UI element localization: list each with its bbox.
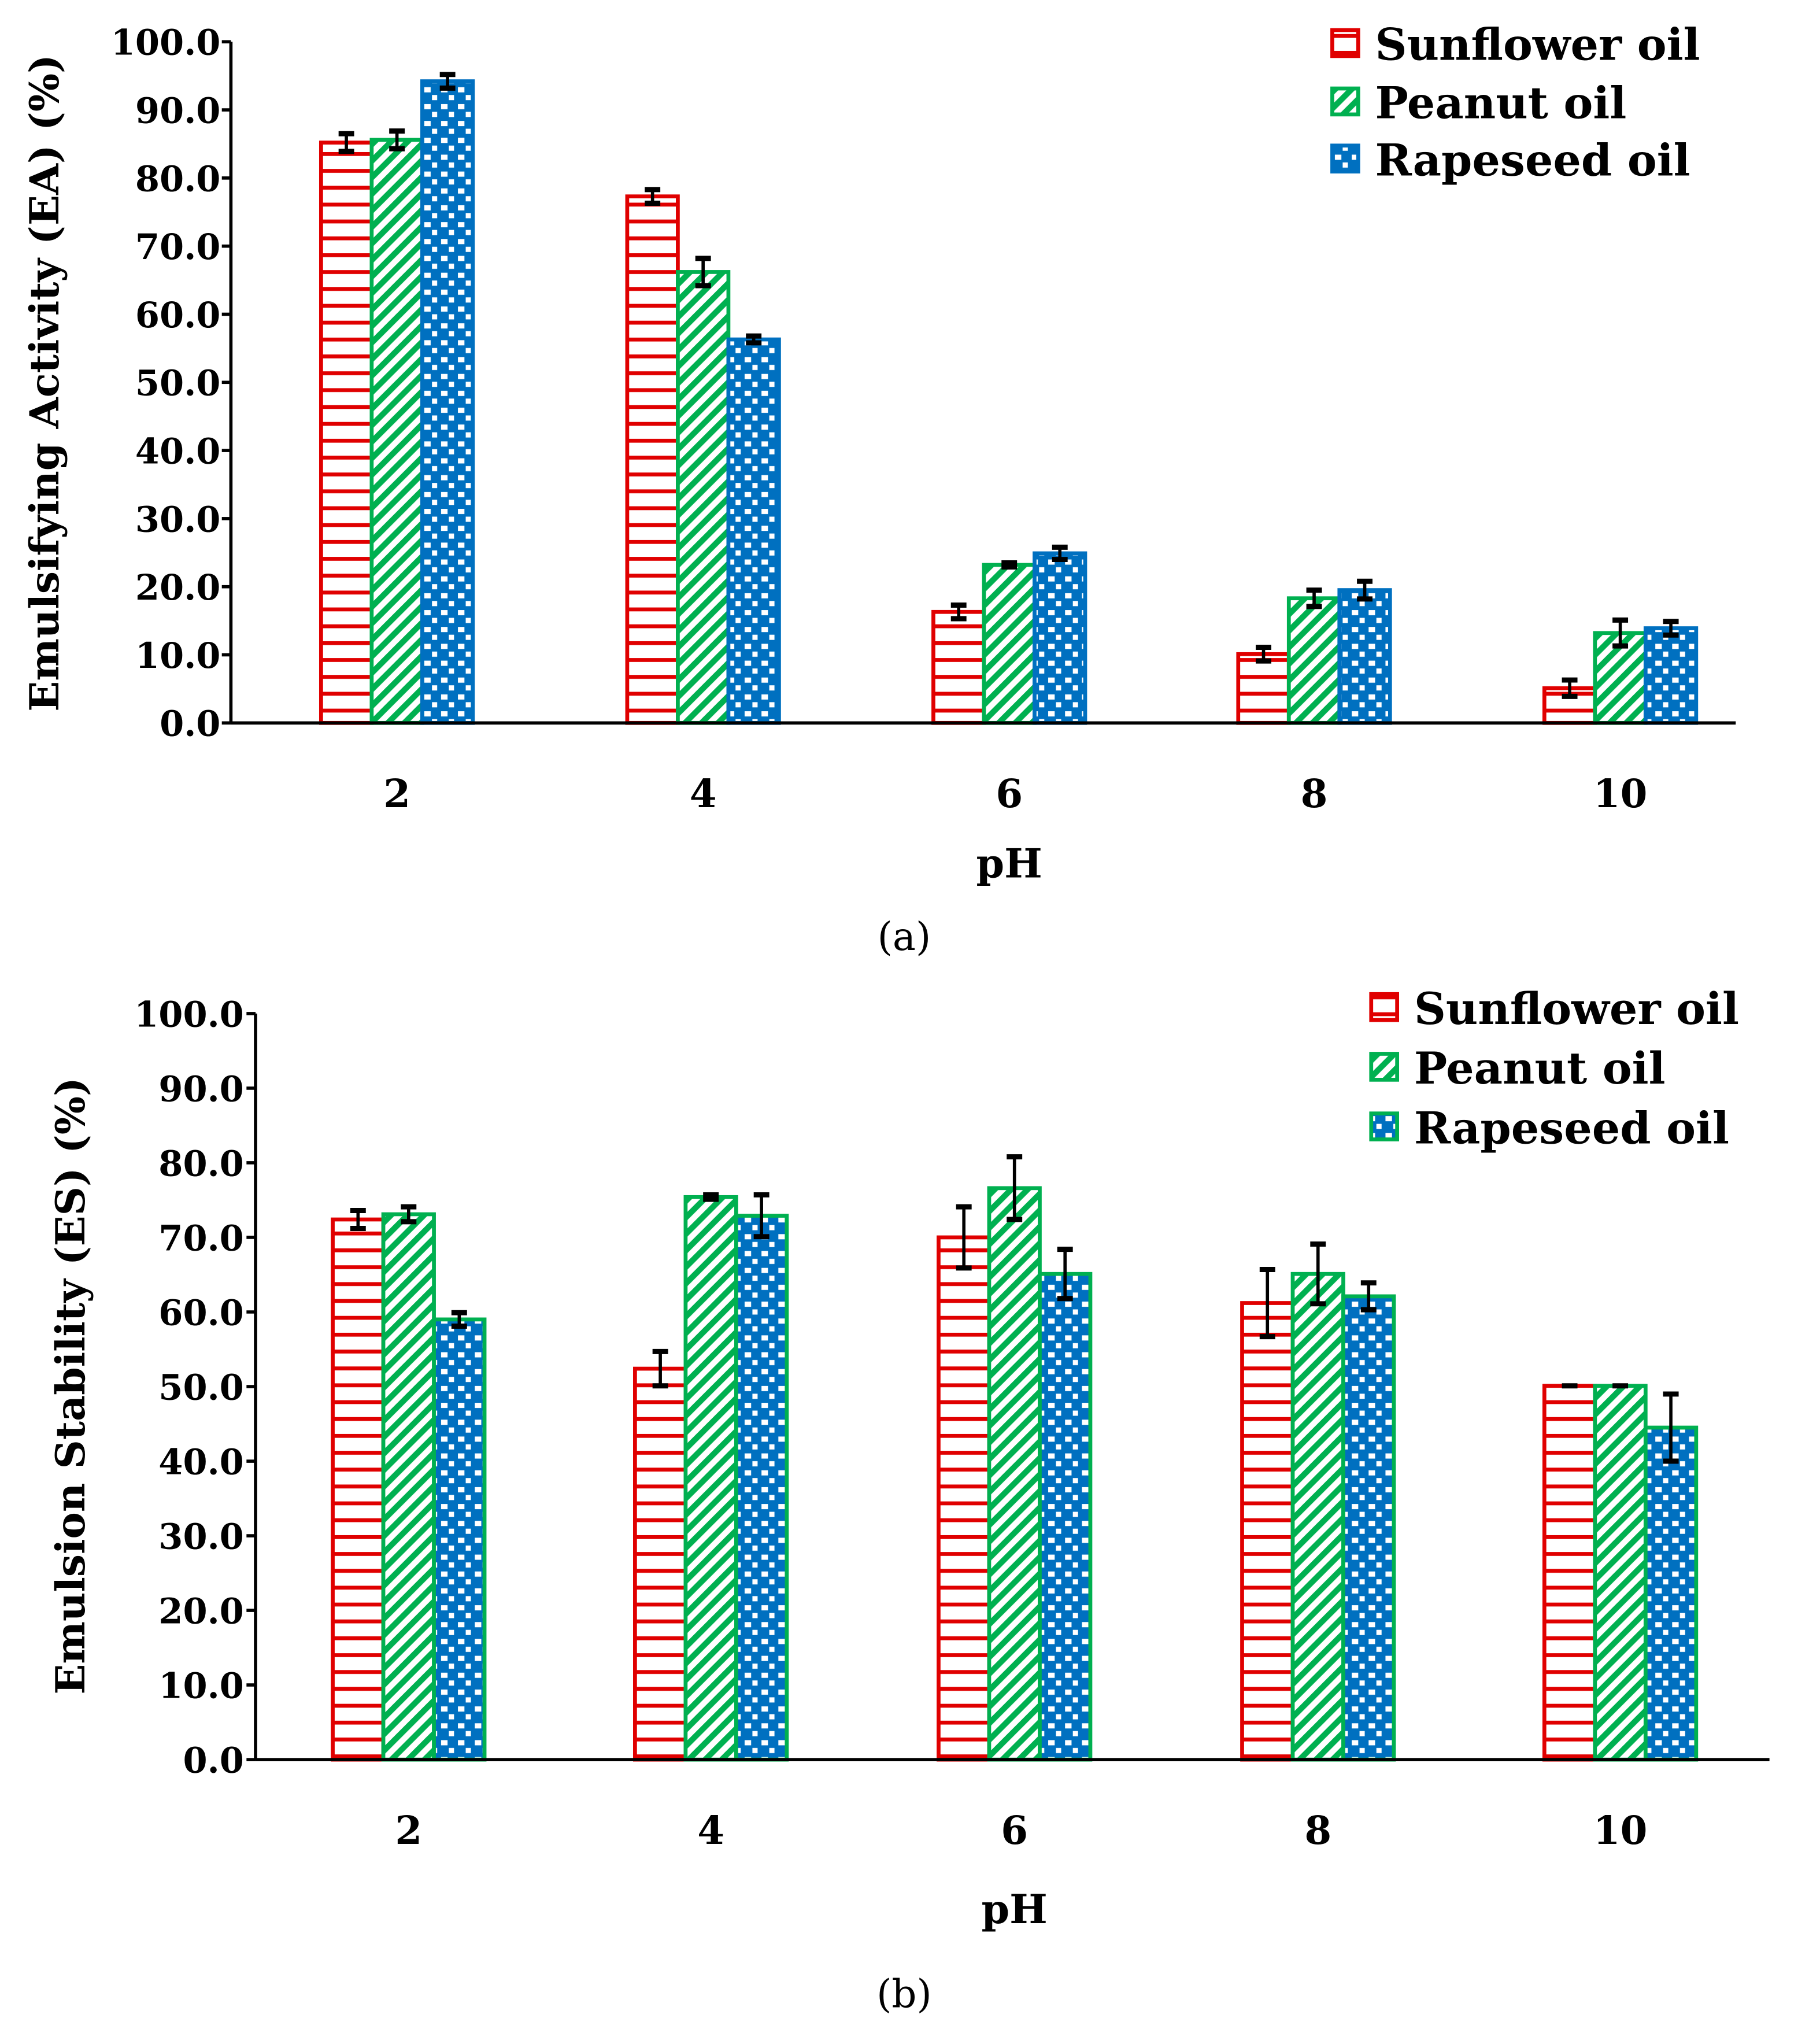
bar-diagonal-lines [369, 138, 424, 725]
legend-label: Sunflower oil [1375, 19, 1700, 71]
bar-diagonal-lines [987, 1186, 1042, 1762]
legend-label: Rapeseed oil [1414, 1102, 1729, 1154]
caption: (b) [876, 1972, 932, 2017]
y-tick-label: 20.0 [135, 567, 221, 608]
legend-swatch [1330, 143, 1360, 174]
legend-label: Sunflower oil [1414, 982, 1739, 1034]
bar-horizontal-lines [1236, 652, 1291, 725]
bar-dotted [1033, 551, 1087, 725]
x-tick-label: 6 [996, 771, 1023, 816]
bar-horizontal-lines [319, 141, 374, 725]
x-tick-label: 10 [1593, 771, 1648, 816]
y-tick-label: 70.0 [158, 1218, 244, 1259]
y-tick-label: 100.0 [111, 23, 221, 64]
y-tick-label: 20.0 [158, 1591, 244, 1632]
legend-swatch [1369, 1111, 1400, 1141]
x-axis-title: pH [976, 840, 1042, 887]
bar-diagonal-lines [676, 270, 731, 725]
y-tick-label: 80.0 [135, 158, 221, 199]
legend-label: Peanut oil [1375, 77, 1626, 129]
y-tick-label: 40.0 [135, 431, 221, 472]
y-tick-label: 90.0 [135, 90, 221, 131]
bar-horizontal-lines [931, 609, 986, 725]
chart-b: 0.0 10.0 20.0 30.0 40.0 50.0 60.0 70.0 80.0 90.0 1… [47, 982, 1770, 2017]
x-tick-label: 8 [1304, 1808, 1331, 1853]
y-tick-label: 60.0 [158, 1292, 244, 1333]
y-tick-label: 30.0 [135, 499, 221, 540]
bar-dotted [1643, 626, 1699, 725]
bar-dotted [1643, 1425, 1699, 1762]
y-axis-title: Emulsifying Activity (EA) (%) [21, 54, 68, 712]
bar-diagonal-lines [683, 1195, 738, 1762]
y-tick-label: 10.0 [158, 1666, 244, 1707]
y-tick-label: 50.0 [158, 1367, 244, 1408]
y-tick-label: 50.0 [135, 363, 221, 404]
caption: (a) [878, 914, 931, 959]
x-tick-label: 4 [697, 1808, 724, 1853]
legend-label: Peanut oil [1414, 1042, 1666, 1094]
y-tick-label: 90.0 [158, 1069, 244, 1110]
y-tick-label: 60.0 [135, 295, 221, 336]
bar-dotted [726, 337, 781, 725]
legend-swatch [1369, 1052, 1400, 1082]
x-tick-label: 2 [383, 771, 410, 816]
bar-dotted [1337, 588, 1392, 725]
bar-horizontal-lines [625, 194, 680, 725]
y-tick-label: 100.0 [134, 994, 244, 1035]
x-axis-title: pH [982, 1886, 1048, 1933]
bar-dotted [420, 79, 475, 725]
legend-swatch [1330, 28, 1360, 58]
x-tick-label: 2 [395, 1808, 422, 1853]
y-tick-label: 10.0 [135, 635, 221, 677]
bar-dotted [1038, 1272, 1093, 1762]
bar-diagonal-lines [1286, 596, 1342, 725]
bar-diagonal-lines [381, 1212, 436, 1762]
legend-label: Rapeseed oil [1375, 134, 1690, 186]
bar-dotted [734, 1214, 789, 1762]
y-axis-title: Emulsion Stability (ES) (%) [47, 1077, 94, 1695]
bar-dotted [432, 1317, 487, 1762]
x-tick-label: 10 [1593, 1808, 1648, 1853]
x-tick-label: 8 [1301, 771, 1328, 816]
y-tick-label: 30.0 [158, 1517, 244, 1558]
bar-horizontal-lines [633, 1366, 688, 1762]
bar-horizontal-lines [331, 1217, 386, 1762]
chart-a: 0.0 10.0 20.0 30.0 40.0 50.0 60.0 70.0 80.0 90.0 1… [21, 19, 1736, 959]
bar-horizontal-lines [1542, 1384, 1597, 1762]
y-tick-label: 40.0 [158, 1441, 244, 1483]
y-tick-label: 80.0 [158, 1143, 244, 1184]
bar-horizontal-lines [937, 1235, 992, 1762]
bar-diagonal-lines [1290, 1272, 1345, 1762]
legend-swatch [1369, 992, 1400, 1022]
legend-swatch [1330, 86, 1360, 117]
x-tick-label: 4 [690, 771, 717, 816]
y-tick-label: 0.0 [160, 704, 220, 745]
y-tick-label: 0.0 [183, 1740, 243, 1781]
x-tick-label: 6 [1001, 1808, 1028, 1853]
bar-diagonal-lines [982, 563, 1037, 725]
bar-diagonal-lines [1593, 1384, 1648, 1762]
bar-dotted [1341, 1294, 1396, 1762]
bar-horizontal-lines [1240, 1301, 1295, 1762]
y-tick-label: 70.0 [135, 227, 221, 268]
